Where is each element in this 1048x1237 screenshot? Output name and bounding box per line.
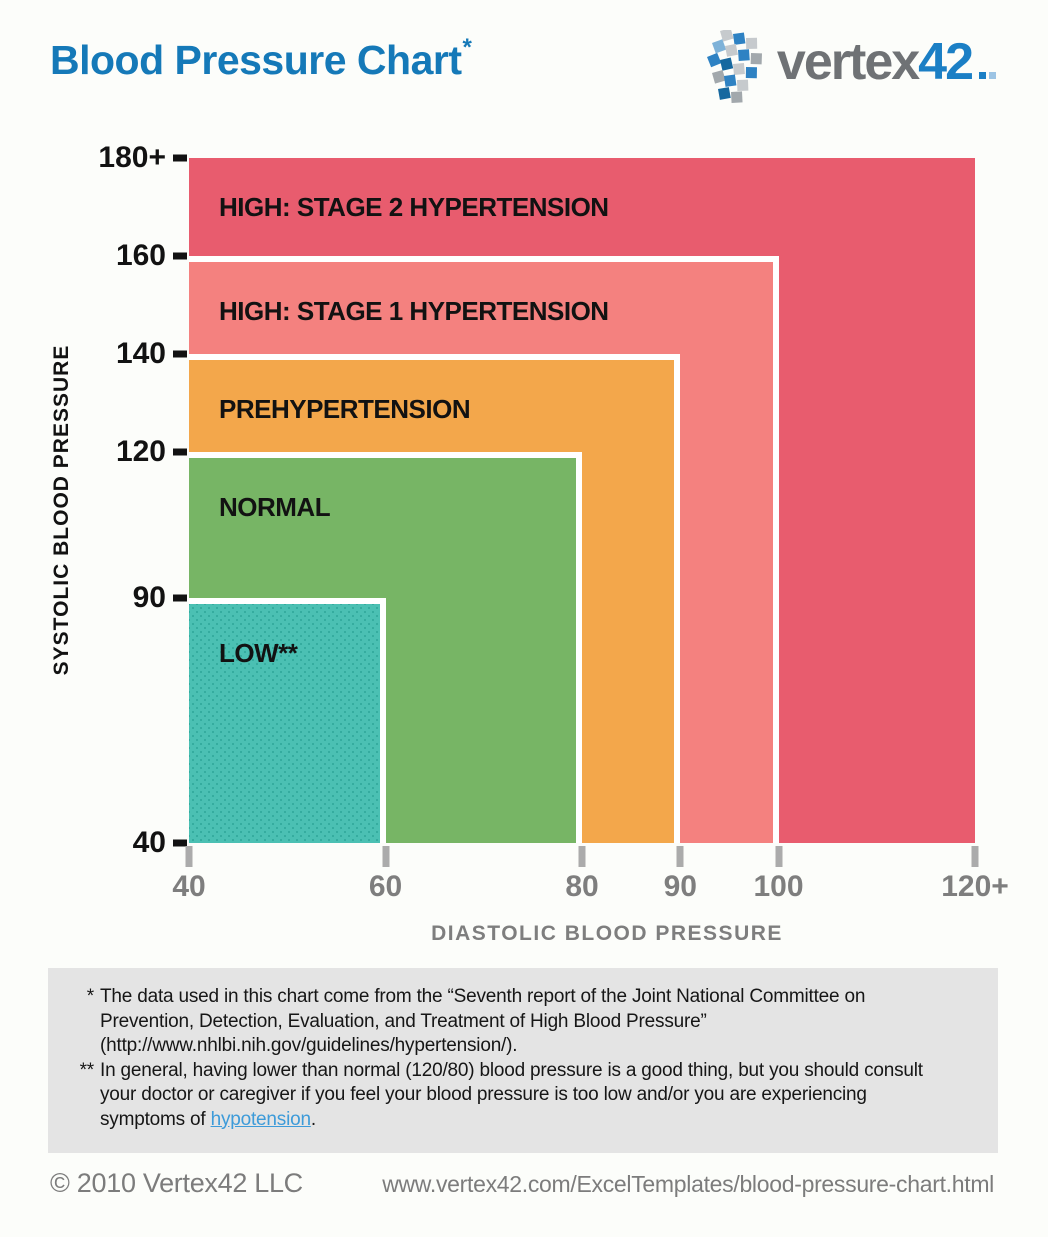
footnotes-box: * The data used in this chart come from t… — [48, 968, 998, 1153]
footnote-marker: * — [86, 986, 94, 1007]
y-tick-mark — [173, 154, 187, 162]
x-tick-mark — [775, 846, 782, 867]
y-tick-label: 160 — [115, 238, 166, 272]
y-tick-label: 120 — [115, 434, 166, 468]
x-axis-title: DIASTOLIC BLOOD PRESSURE — [431, 922, 783, 945]
hypotension-link[interactable]: hypotension — [210, 1108, 311, 1130]
copyright-text: © 2010 Vertex42 LLC — [50, 1168, 303, 1198]
region-label: HIGH: STAGE 2 HYPERTENSION — [219, 192, 609, 222]
footnote-marker: ** — [79, 1059, 95, 1081]
x-tick-label: 100 — [753, 870, 804, 903]
title-asterisk: * — [462, 34, 472, 62]
y-tick-label: 90 — [132, 581, 166, 615]
region-label: NORMAL — [219, 491, 331, 522]
region-label: PREHYPERTENSION — [219, 393, 471, 424]
mosaic-icon — [706, 30, 762, 103]
vertex42-logo: vertex42 — [703, 30, 996, 108]
y-tick-mark — [173, 448, 187, 456]
y-tick-label: 140 — [115, 336, 166, 370]
page-title: Blood Pressure Chart* — [50, 35, 472, 83]
x-tick-mark — [185, 846, 193, 867]
x-tick-mark — [971, 846, 979, 867]
y-tick-mark — [173, 839, 187, 847]
footnote: ** In general, having lower than normal (… — [48, 1059, 940, 1133]
x-tick-label: 120+ — [941, 870, 1009, 903]
logo-word-blue: 42 — [918, 33, 974, 91]
region-low: LOW** — [189, 598, 386, 843]
y-tick-mark — [173, 594, 187, 602]
footnote: * The data used in this chart come from t… — [48, 985, 940, 1059]
x-tick-mark — [382, 846, 389, 867]
logo-wordmark: vertex42 — [777, 36, 996, 88]
x-axis: 40 60 80 90 100 120+ — [172, 843, 1009, 913]
page-title-text: Blood Pressure Chart — [50, 37, 462, 83]
logo-dots-icon — [976, 36, 996, 88]
x-tick-label: 60 — [368, 870, 403, 903]
region-label: LOW** — [219, 638, 298, 669]
y-tick-mark — [173, 350, 187, 358]
x-tick-mark — [676, 846, 684, 867]
plot-area: HIGH: STAGE 2 HYPERTENSION HIGH: STAGE 1 … — [189, 158, 975, 843]
y-tick-label: 180+ — [98, 141, 166, 174]
y-tick-label: 40 — [132, 826, 166, 859]
x-tick-label: 40 — [172, 870, 206, 903]
y-tick-mark — [173, 252, 187, 260]
footer-url: www.vertex42.com/ExcelTemplates/blood-pr… — [382, 1171, 994, 1197]
x-tick-label: 80 — [565, 870, 599, 903]
y-axis: 40 90 120 140 160 180+ — [0, 141, 189, 859]
footnote-text: In general, having lower than normal (12… — [100, 1059, 923, 1130]
region-label: HIGH: STAGE 1 HYPERTENSION — [219, 295, 609, 326]
logo-word-gray: vertex — [776, 33, 920, 91]
x-tick-mark — [578, 846, 586, 867]
footnote-text: The data used in this chart come from th… — [100, 986, 866, 1056]
x-tick-label: 90 — [663, 870, 697, 903]
